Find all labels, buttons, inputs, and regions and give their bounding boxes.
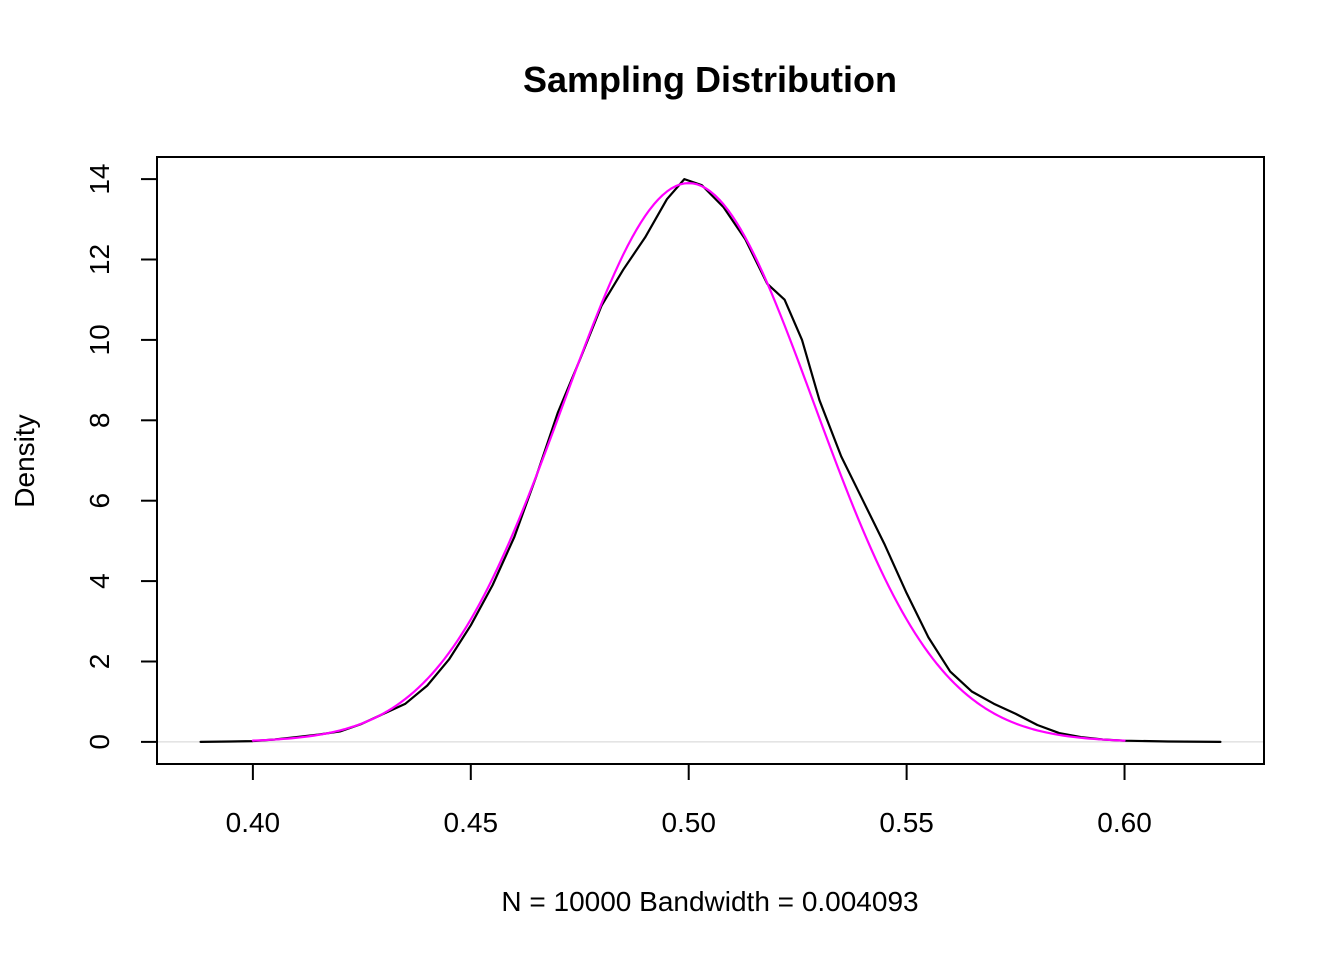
x-tick-label: 0.50 [661,807,716,838]
y-tick-label: 14 [84,164,115,195]
y-tick-label: 10 [84,324,115,355]
kde-series-line [199,178,1222,743]
x-tick-label: 0.40 [226,807,281,838]
plot-frame [156,156,1265,765]
y-tick-label: 6 [84,493,115,509]
x-tick-label: 0.45 [444,807,499,838]
y-axis: 0 2 4 6 8 10 12 14 [84,164,158,750]
x-axis-label: N = 10000 Bandwidth = 0.004093 [501,886,918,917]
y-tick-label: 8 [84,413,115,429]
x-tick-label: 0.55 [879,807,934,838]
normal-series-line [251,182,1126,742]
y-tick-label: 12 [84,244,115,275]
y-tick-label: 2 [84,654,115,670]
x-axis: 0.40 0.45 0.50 0.55 0.60 [226,763,1152,838]
chart-title: Sampling Distribution [523,59,897,100]
y-tick-label: 4 [84,573,115,589]
x-tick-label: 0.60 [1097,807,1152,838]
y-axis-label: Density [9,414,40,507]
plot-area [157,178,1264,743]
y-tick-label: 0 [84,734,115,750]
